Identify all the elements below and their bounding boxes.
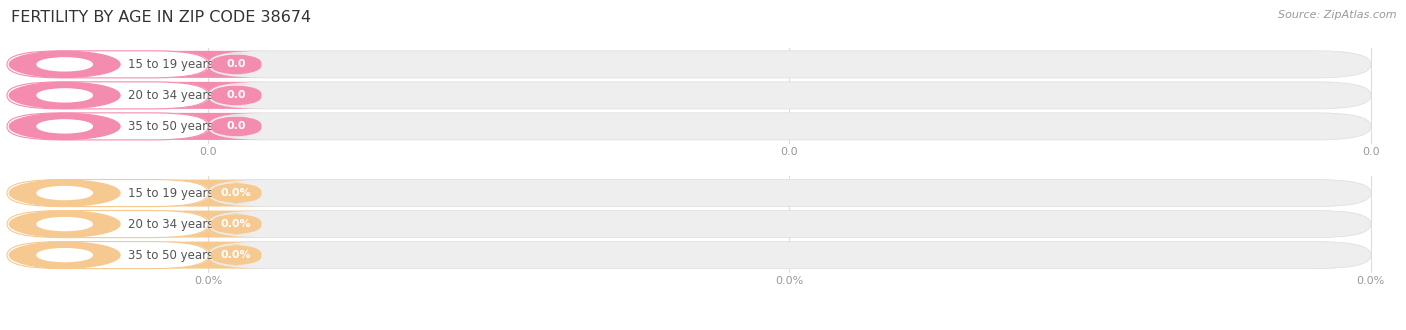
FancyBboxPatch shape — [7, 51, 208, 78]
FancyBboxPatch shape — [155, 242, 263, 269]
Text: 0.0%: 0.0% — [221, 219, 252, 229]
FancyBboxPatch shape — [211, 182, 262, 204]
Circle shape — [10, 82, 120, 108]
FancyBboxPatch shape — [7, 211, 208, 238]
Text: 15 to 19 years: 15 to 19 years — [128, 58, 214, 71]
Text: 0.0: 0.0 — [226, 90, 246, 100]
FancyBboxPatch shape — [155, 51, 263, 78]
Text: 15 to 19 years: 15 to 19 years — [128, 186, 214, 200]
Text: FERTILITY BY AGE IN ZIP CODE 38674: FERTILITY BY AGE IN ZIP CODE 38674 — [11, 10, 311, 25]
FancyBboxPatch shape — [7, 242, 208, 269]
Circle shape — [37, 89, 93, 102]
FancyBboxPatch shape — [155, 82, 263, 109]
Circle shape — [37, 217, 93, 231]
Text: 0.0%: 0.0% — [1357, 276, 1385, 286]
Text: 0.0%: 0.0% — [221, 188, 252, 198]
FancyBboxPatch shape — [155, 113, 263, 140]
FancyBboxPatch shape — [208, 180, 1371, 207]
FancyBboxPatch shape — [7, 82, 208, 109]
Text: 35 to 50 years: 35 to 50 years — [128, 120, 214, 133]
Text: 0.0: 0.0 — [200, 148, 217, 157]
FancyBboxPatch shape — [211, 116, 262, 137]
FancyBboxPatch shape — [7, 180, 208, 207]
Circle shape — [37, 120, 93, 133]
Circle shape — [10, 114, 120, 139]
FancyBboxPatch shape — [7, 113, 208, 140]
Circle shape — [37, 248, 93, 262]
FancyBboxPatch shape — [155, 180, 263, 207]
Text: 35 to 50 years: 35 to 50 years — [128, 248, 214, 262]
Text: 0.0: 0.0 — [226, 59, 246, 69]
FancyBboxPatch shape — [211, 214, 262, 235]
FancyBboxPatch shape — [208, 51, 1371, 78]
Circle shape — [10, 211, 120, 237]
Text: 0.0%: 0.0% — [194, 276, 222, 286]
Text: 0.0: 0.0 — [226, 121, 246, 131]
Text: 20 to 34 years: 20 to 34 years — [128, 217, 214, 231]
Circle shape — [37, 186, 93, 200]
FancyBboxPatch shape — [208, 211, 1371, 238]
Circle shape — [10, 180, 120, 206]
FancyBboxPatch shape — [208, 82, 1371, 109]
Circle shape — [37, 58, 93, 71]
Circle shape — [10, 51, 120, 77]
Text: 20 to 34 years: 20 to 34 years — [128, 89, 214, 102]
FancyBboxPatch shape — [211, 245, 262, 266]
Text: 0.0%: 0.0% — [221, 250, 252, 260]
FancyBboxPatch shape — [155, 211, 263, 238]
FancyBboxPatch shape — [211, 85, 262, 106]
Text: 0.0: 0.0 — [1362, 148, 1379, 157]
FancyBboxPatch shape — [208, 113, 1371, 140]
Text: Source: ZipAtlas.com: Source: ZipAtlas.com — [1278, 10, 1396, 20]
Text: 0.0%: 0.0% — [775, 276, 804, 286]
Text: 0.0: 0.0 — [780, 148, 799, 157]
FancyBboxPatch shape — [211, 54, 262, 75]
FancyBboxPatch shape — [208, 242, 1371, 269]
Circle shape — [10, 242, 120, 268]
